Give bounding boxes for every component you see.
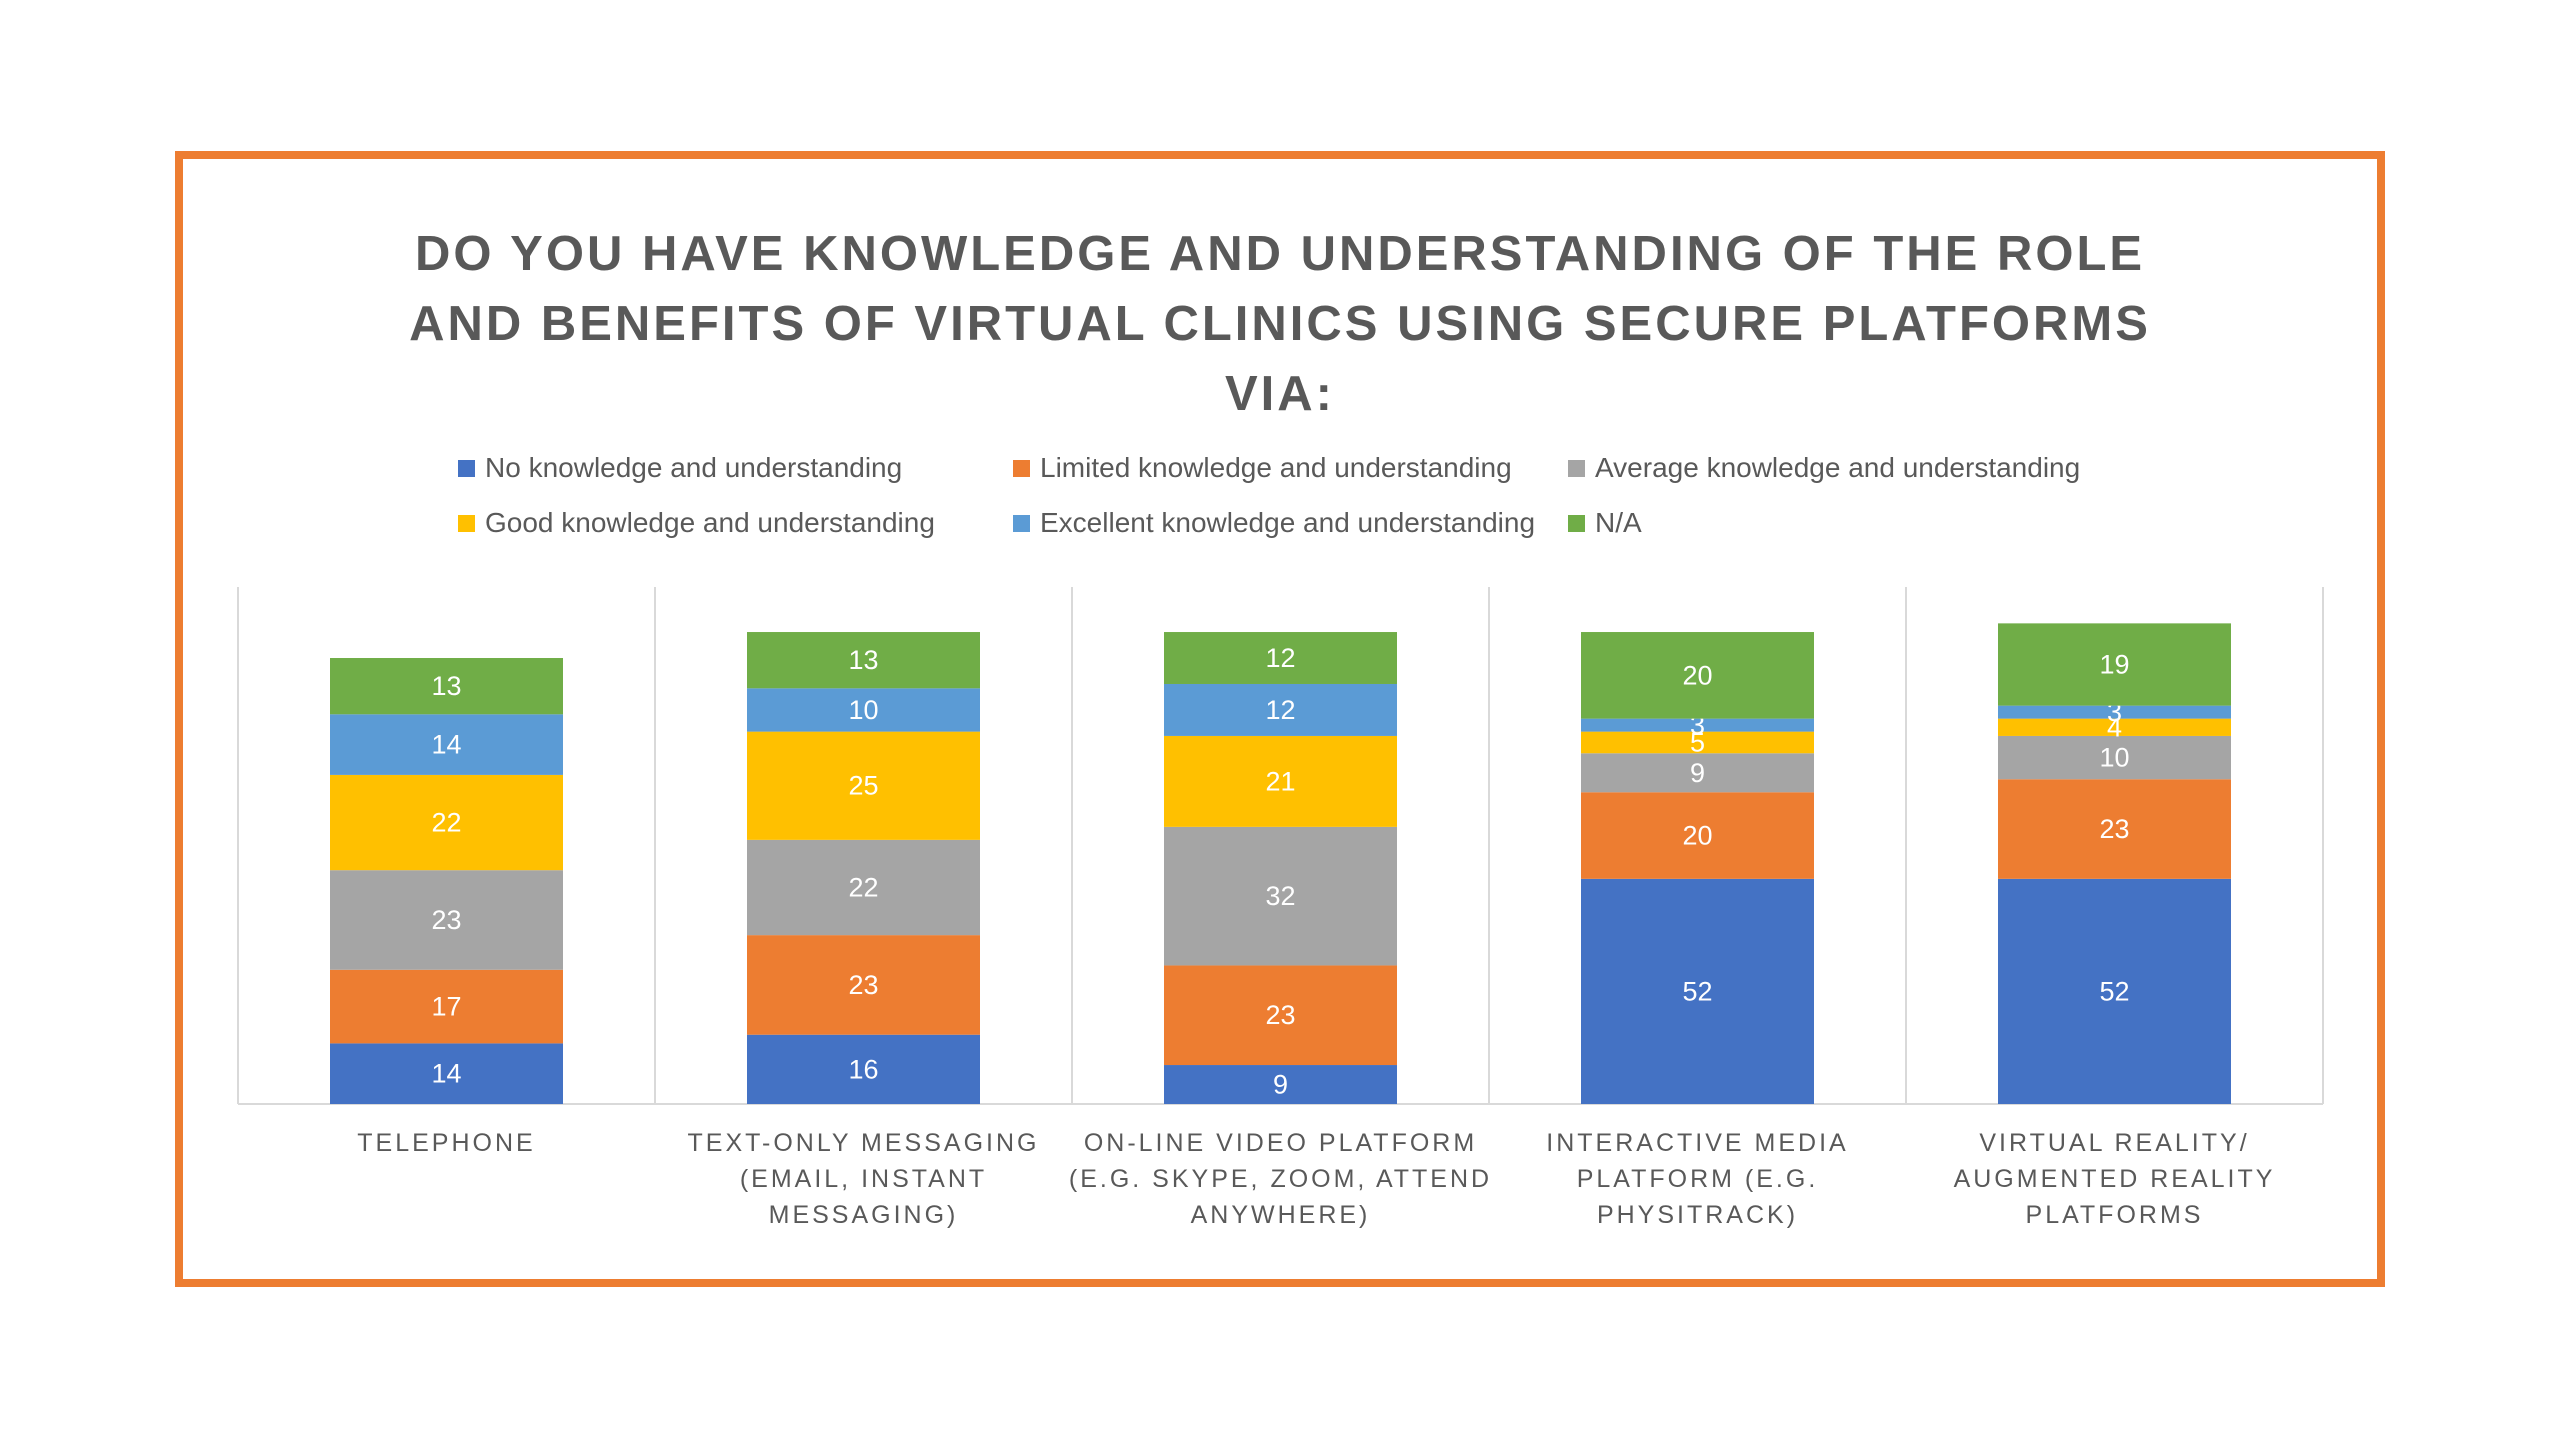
data-label: 4 bbox=[2107, 712, 2122, 742]
bar-segment bbox=[1581, 632, 1814, 719]
data-label: 22 bbox=[431, 808, 461, 838]
bar-segment bbox=[330, 774, 563, 871]
data-label: 16 bbox=[848, 1054, 878, 1084]
bar-segment bbox=[1998, 623, 2231, 706]
bar-segment bbox=[1998, 735, 2231, 780]
chart-title-line-3: VIA: bbox=[1225, 367, 1335, 421]
legend-item-na: N/A bbox=[1568, 507, 1642, 539]
legend-label: Average knowledge and understanding bbox=[1595, 452, 2081, 483]
chart-title: DO YOU HAVE KNOWLEDGE AND UNDERSTANDING … bbox=[183, 219, 2377, 429]
data-label: 10 bbox=[848, 695, 878, 725]
bar-segment bbox=[1998, 705, 2231, 719]
legend-item-limited-knowledge: Limited knowledge and understanding bbox=[1013, 452, 1512, 484]
data-label: 20 bbox=[1682, 821, 1712, 851]
data-label: 10 bbox=[2099, 743, 2129, 773]
bar-segment bbox=[330, 969, 563, 1044]
data-label: 23 bbox=[2099, 814, 2129, 844]
bar-segment bbox=[1164, 826, 1397, 966]
chart-title-line-1: DO YOU HAVE KNOWLEDGE AND UNDERSTANDING … bbox=[414, 227, 2146, 281]
legend-swatch bbox=[1013, 514, 1030, 532]
bar-segment bbox=[1998, 718, 2231, 736]
data-label: 9 bbox=[1273, 1070, 1288, 1100]
data-label: 12 bbox=[1265, 695, 1295, 725]
bar-segment bbox=[747, 632, 980, 689]
chart-frame: DO YOU HAVE KNOWLEDGE AND UNDERSTANDING … bbox=[175, 151, 2385, 1287]
data-label: 23 bbox=[1265, 1000, 1295, 1030]
bar-segment bbox=[747, 731, 980, 840]
bar-segment bbox=[1581, 718, 1814, 732]
category-label: VIRTUAL REALITY/ bbox=[1979, 1129, 2249, 1157]
bar-segment bbox=[1164, 1065, 1397, 1104]
stacked-bar-chart: 14 17 23 22 14 13 TELEPHONE 16 23 22 25 10 13 TEXT-ON… bbox=[237, 587, 2324, 1229]
data-label: 52 bbox=[2099, 976, 2129, 1006]
legend-label: Good knowledge and understanding bbox=[485, 507, 935, 538]
data-label: 25 bbox=[848, 771, 878, 801]
legend-swatch bbox=[458, 514, 475, 532]
data-label: 5 bbox=[1690, 727, 1705, 757]
category-label: INTERACTIVE MEDIA bbox=[1546, 1129, 1848, 1157]
bar-segment bbox=[1164, 683, 1397, 736]
bar-segment bbox=[1164, 735, 1397, 827]
category-label: (E.G. SKYPE, ZOOM, ATTEND bbox=[1069, 1165, 1492, 1193]
category-label: MESSAGING) bbox=[769, 1201, 959, 1229]
category-label: PHYSITRACK) bbox=[1597, 1201, 1798, 1229]
category-label: TEXT-ONLY MESSAGING bbox=[688, 1129, 1040, 1157]
category-label: (EMAIL, INSTANT bbox=[740, 1165, 987, 1193]
legend-item-good-knowledge: Good knowledge and understanding bbox=[458, 507, 935, 539]
legend-swatch bbox=[1568, 459, 1585, 477]
legend-item-average-knowledge: Average knowledge and understanding bbox=[1568, 452, 2080, 484]
category-label: PLATFORM (E.G. bbox=[1577, 1165, 1819, 1193]
data-label: 13 bbox=[848, 645, 878, 675]
bar-segment bbox=[1581, 792, 1814, 879]
bar-segment bbox=[747, 1034, 980, 1104]
category-label: TELEPHONE bbox=[357, 1129, 535, 1157]
legend-item-no-knowledge: No knowledge and understanding bbox=[458, 452, 902, 484]
legend-item-excellent-knowledge: Excellent knowledge and understanding bbox=[1013, 507, 1535, 539]
bar-segment bbox=[747, 688, 980, 732]
data-label: 32 bbox=[1265, 881, 1295, 911]
legend-swatch bbox=[1013, 459, 1030, 477]
data-label: 23 bbox=[848, 970, 878, 1000]
legend-label: N/A bbox=[1595, 507, 1642, 538]
data-label: 22 bbox=[848, 873, 878, 903]
data-label: 17 bbox=[431, 992, 461, 1022]
bar-segment bbox=[1164, 632, 1397, 684]
category-label: PLATFORMS bbox=[2026, 1201, 2204, 1229]
data-label: 12 bbox=[1265, 643, 1295, 673]
bar-segment bbox=[330, 870, 563, 970]
chart-title-line-2: AND BENEFITS OF VIRTUAL CLINICS USING SE… bbox=[409, 297, 2151, 351]
data-label: 14 bbox=[431, 730, 461, 760]
data-label: 20 bbox=[1682, 660, 1712, 690]
legend-swatch bbox=[458, 459, 475, 477]
bar-segment bbox=[1581, 731, 1814, 754]
bar-segment bbox=[330, 1043, 563, 1104]
bar-segment bbox=[1581, 878, 1814, 1104]
bar-segment bbox=[747, 839, 980, 936]
bar-segment bbox=[1998, 779, 2231, 879]
data-label: 14 bbox=[431, 1059, 461, 1089]
bar-segment bbox=[330, 658, 563, 715]
legend-label: Limited knowledge and understanding bbox=[1040, 452, 1512, 483]
data-label: 13 bbox=[431, 671, 461, 701]
category-label: ON-LINE VIDEO PLATFORM bbox=[1084, 1129, 1477, 1157]
data-label: 52 bbox=[1682, 976, 1712, 1006]
bar-segment bbox=[1164, 965, 1397, 1066]
legend-label: No knowledge and understanding bbox=[485, 452, 903, 483]
data-label: 21 bbox=[1265, 766, 1295, 796]
category-label: AUGMENTED REALITY bbox=[1954, 1165, 2276, 1193]
data-label: 19 bbox=[2099, 650, 2129, 680]
bar-segment bbox=[1581, 753, 1814, 793]
legend-swatch bbox=[1568, 514, 1585, 532]
legend-label: Excellent knowledge and understanding bbox=[1040, 507, 1536, 538]
bar-segment bbox=[747, 935, 980, 1035]
bar-segment bbox=[1998, 878, 2231, 1104]
category-label: ANYWHERE) bbox=[1191, 1201, 1371, 1229]
bar-segment bbox=[330, 714, 563, 775]
data-label: 9 bbox=[1690, 758, 1705, 788]
data-label: 23 bbox=[431, 905, 461, 935]
